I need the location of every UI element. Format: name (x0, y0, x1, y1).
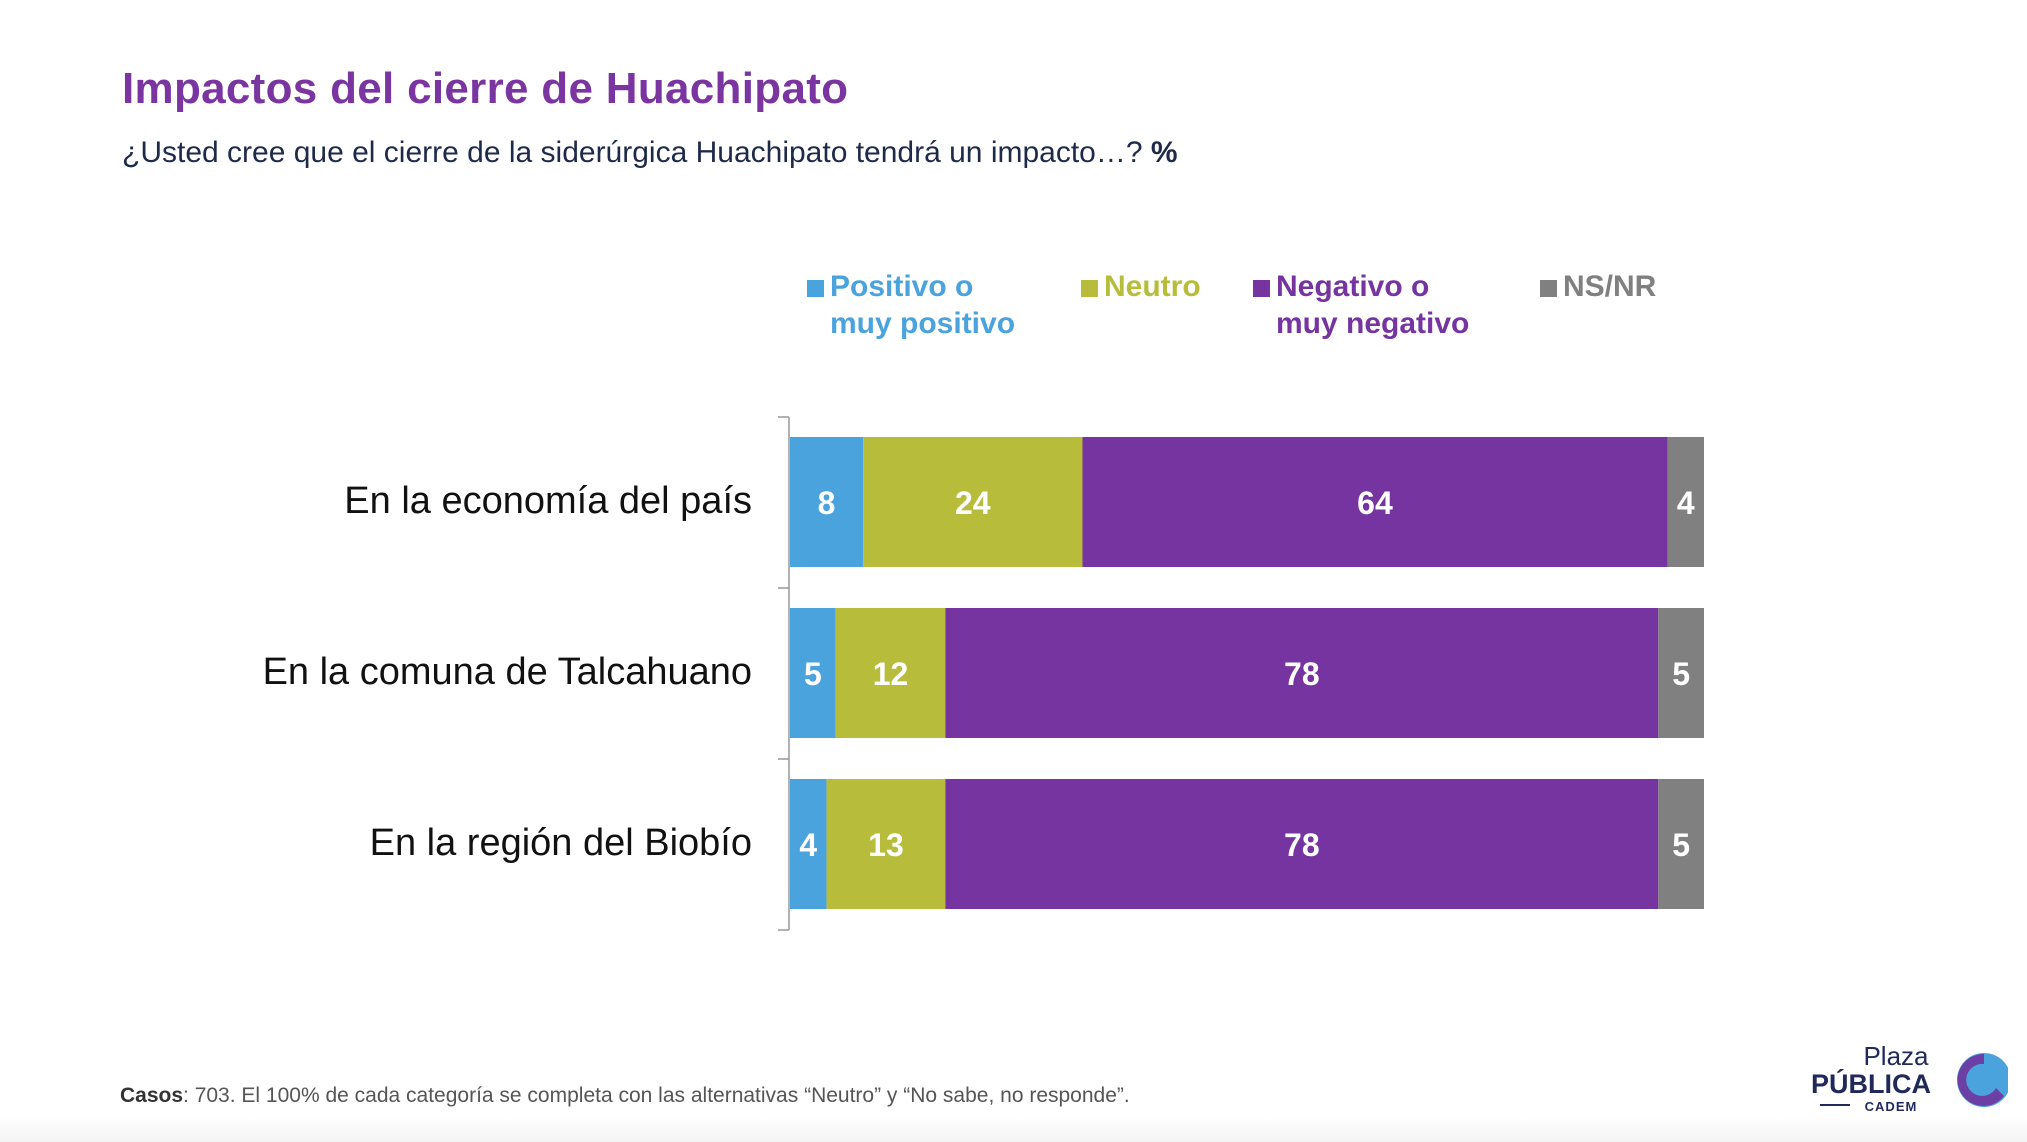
footnote-label: Casos (120, 1084, 184, 1107)
bar-segment (1658, 608, 1704, 738)
logo-mark-swirl (1957, 1053, 2004, 1106)
bar-segment (790, 779, 827, 909)
page-title: Impactos del cierre de Huachipato (122, 64, 849, 113)
bar-data-label: 8 (818, 485, 836, 521)
legend-label: Neutro (1104, 268, 1201, 305)
legend-label-line: muy positivo (830, 307, 1016, 340)
legend-swatch (807, 280, 824, 297)
bar-data-label: 4 (1677, 485, 1695, 521)
bar-data-label: 24 (955, 485, 991, 521)
legend-swatch (1081, 280, 1098, 297)
bar-segment (790, 437, 864, 567)
bar-data-label: 5 (804, 656, 822, 692)
subtitle-unit: % (1150, 136, 1178, 169)
logo-line1: Plaza (1863, 1041, 1929, 1071)
subtitle-question: ¿Usted cree que el cierre de la siderúrg… (122, 136, 1143, 169)
category-label: En la economía del país (344, 480, 752, 522)
bar-segment (1667, 437, 1704, 567)
legend-label: Positivo o muy positivo (830, 268, 1015, 342)
bar-segment (1658, 779, 1704, 909)
category-label: En la región del Biobío (369, 822, 752, 864)
legend-swatch (1253, 280, 1270, 297)
bar-data-label: 12 (873, 656, 909, 692)
page-subtitle: ¿Usted cree que el cierre de la siderúrg… (122, 136, 1178, 170)
legend-swatch (1540, 280, 1557, 297)
footnote-text: : 703. El 100% de cada categoría se comp… (183, 1084, 1130, 1107)
plaza-publica-cadem-logo: Plaza PÚBLICA CADEM (1811, 1041, 2008, 1114)
bar-segment (790, 608, 836, 738)
legend-label-line: Positivo o (830, 270, 974, 303)
legend-label-line: NS/NR (1563, 270, 1657, 303)
logo-line3: CADEM (1865, 1099, 1918, 1114)
legend-label-line: muy negativo (1276, 307, 1470, 340)
bar-data-label: 5 (1672, 656, 1690, 692)
legend-label-line: Negativo o (1276, 270, 1430, 303)
bar-data-label: 64 (1357, 485, 1393, 521)
bar-segment (835, 608, 946, 738)
category-label: En la comuna de Talcahuano (262, 651, 752, 693)
bar-segment (863, 437, 1083, 567)
bar-segment (945, 779, 1659, 909)
bottom-fade (0, 1118, 2027, 1142)
bar-segment (945, 608, 1659, 738)
legend-label: NS/NR (1563, 268, 1656, 305)
legend-label-line: Neutro (1104, 270, 1201, 303)
bar-data-label: 13 (868, 827, 904, 863)
bar-segment (826, 779, 946, 909)
bar-segment (1082, 437, 1668, 567)
bar-data-label: 78 (1284, 656, 1320, 692)
footnote: Casos: 703. El 100% de cada categoría se… (120, 1084, 1130, 1108)
logo-line2: PÚBLICA (1811, 1068, 1931, 1099)
legend-label: Negativo o muy negativo (1276, 268, 1469, 342)
bar-data-label: 4 (799, 827, 817, 863)
bar-data-label: 5 (1672, 827, 1690, 863)
bar-data-label: 78 (1284, 827, 1320, 863)
